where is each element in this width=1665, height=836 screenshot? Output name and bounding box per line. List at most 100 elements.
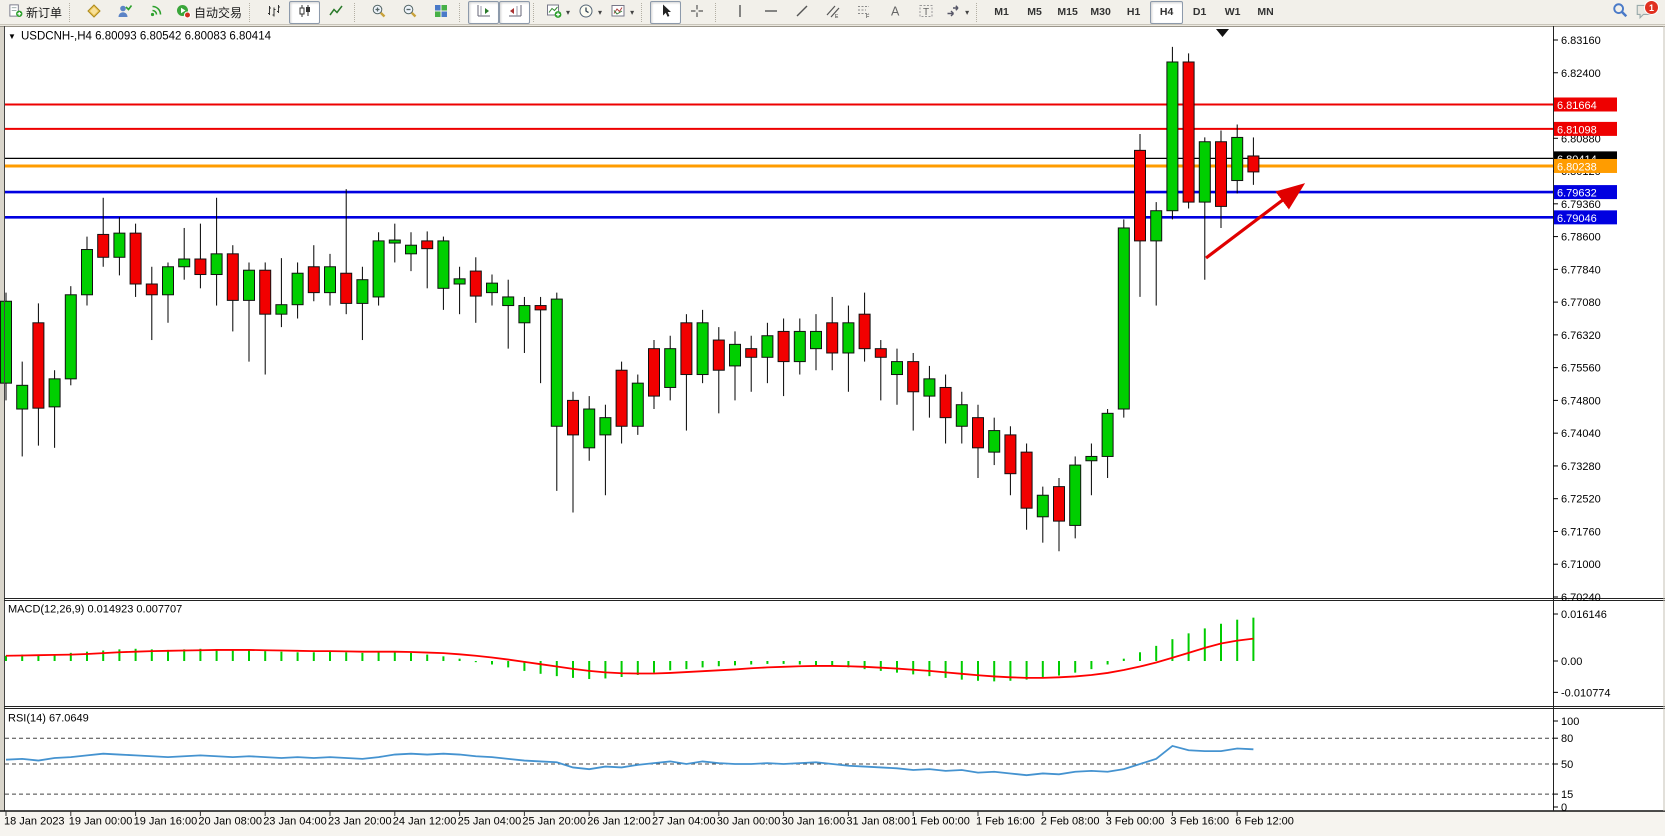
candle [275,258,288,328]
search-icon[interactable] [1611,1,1629,24]
candle [1247,137,1260,185]
period-button[interactable]: ▾ [574,1,606,24]
candle-body [340,272,353,304]
macd-label: MACD(12,26,9) 0.014923 0.007707 [8,604,182,616]
notifications-button[interactable]: 1 [1635,0,1659,22]
text-tool-button[interactable]: A [879,1,910,24]
candle [680,314,693,431]
candle [631,374,644,435]
fibonacci-tool-button[interactable]: F [848,1,879,24]
tile-windows-button[interactable] [425,1,456,24]
macd-panel[interactable]: MACD(12,26,9) 0.014923 0.007707 [5,604,1255,682]
candle-body [777,330,790,363]
trendline-tool-button[interactable] [786,1,817,24]
timeframe-button-MN[interactable]: MN [1257,6,1274,18]
cursor-tool-button[interactable] [650,0,682,24]
chart-shift-button[interactable] [499,0,531,24]
candle-body [145,283,158,296]
candle-body [923,378,936,397]
candlesticks[interactable] [0,46,1260,552]
arrow-shapes-tool-button[interactable]: ▾ [941,1,973,24]
new-order-button[interactable]: 新订单 [4,1,66,24]
price-tick-label: 6.77840 [1561,264,1601,276]
candle [810,314,822,371]
rsi-axis-tick-label: 0 [1561,802,1567,814]
price-tag-label: 6.79632 [1557,188,1597,200]
zoom-out-icon [402,3,418,22]
time-tick-label: 24 Jan 12:00 [393,816,457,828]
zoom-out-button[interactable] [394,1,425,24]
collapse-triangle-icon[interactable]: ▼ [8,32,16,41]
text-label-tool-button[interactable]: T [910,1,941,24]
candle [988,417,1001,466]
template-button[interactable]: ▾ [606,1,638,24]
candle-body [0,300,12,384]
timeframe-button-H4[interactable]: H4 [1150,0,1184,24]
time-tick-label: 19 Jan 00:00 [69,816,133,828]
timeframe-button-H1[interactable]: H1 [1126,6,1141,18]
auto-scroll-button[interactable] [468,0,500,24]
accounts-button[interactable] [109,1,140,24]
candle-body [1231,136,1244,182]
candle [1215,130,1227,228]
toolbar-separator [459,2,464,22]
candle-body [729,343,741,367]
bar-chart-mode-button[interactable] [258,1,289,24]
candle-body [955,404,968,427]
autotrading-button[interactable]: 自动交易 [171,1,246,24]
zoom-in-button[interactable] [363,1,394,24]
candle-body [356,279,369,304]
candle-body [1117,227,1130,410]
cursor-icon [658,3,674,22]
candle-body [81,249,93,296]
candle [907,352,920,431]
vertical-line-tool-button[interactable] [724,1,755,24]
rsi-panel[interactable]: RSI(14) 67.0649 [5,713,1553,795]
horizontal-line-tool-button[interactable] [755,1,786,24]
signals-button[interactable] [140,1,171,24]
line-chart-mode-button[interactable] [320,1,351,24]
timeframe-button-M1[interactable]: M1 [994,6,1009,18]
timeframe-button-M5[interactable]: M5 [1027,6,1042,18]
candle [32,303,45,446]
candle [162,262,174,323]
timeframe-button-M30[interactable]: M30 [1090,6,1111,18]
candle [858,292,871,362]
rsi-axis-tick-label: 50 [1561,759,1573,771]
price-axis[interactable]: 6.831606.824006.808806.801206.793606.786… [1553,35,1617,814]
candle-body [1134,149,1146,242]
candle [81,236,93,306]
candle-body [259,269,272,315]
candle [1198,137,1211,280]
chevron-down-icon: ▾ [566,7,571,17]
time-tick-label: 1 Feb 16:00 [976,816,1035,828]
candle [972,404,984,478]
profile-chart-icon [117,3,133,22]
candle-body [1053,486,1065,522]
candlestick-chart-mode-button[interactable] [289,0,321,24]
timeframe-button-W1[interactable]: W1 [1224,6,1241,18]
candle-body [1036,494,1049,518]
candle-body [1069,464,1082,526]
candle [372,232,385,306]
candle-body [48,378,61,408]
price-tag [1554,210,1617,225]
refresh-button[interactable] [78,1,109,24]
channel-tool-button[interactable]: E [817,1,848,24]
crosshair-tool-button[interactable] [681,1,712,24]
trend-arrow [1205,183,1306,260]
candle [210,197,223,306]
candle-body [858,313,871,350]
timeframe-button-M15[interactable]: M15 [1057,6,1078,18]
add-indicator-button[interactable]: ▾ [542,1,574,24]
candle [469,257,482,323]
timeframe-button-D1[interactable]: D1 [1192,6,1207,18]
candle-body [599,417,612,436]
time-axis[interactable]: 18 Jan 2023 19 Jan 00:00 19 Jan 16:00 20 Ja… [4,811,1294,828]
tile-windows-icon [433,3,449,22]
candle-body [550,298,563,427]
candle-body [64,294,77,380]
candle [324,253,336,306]
